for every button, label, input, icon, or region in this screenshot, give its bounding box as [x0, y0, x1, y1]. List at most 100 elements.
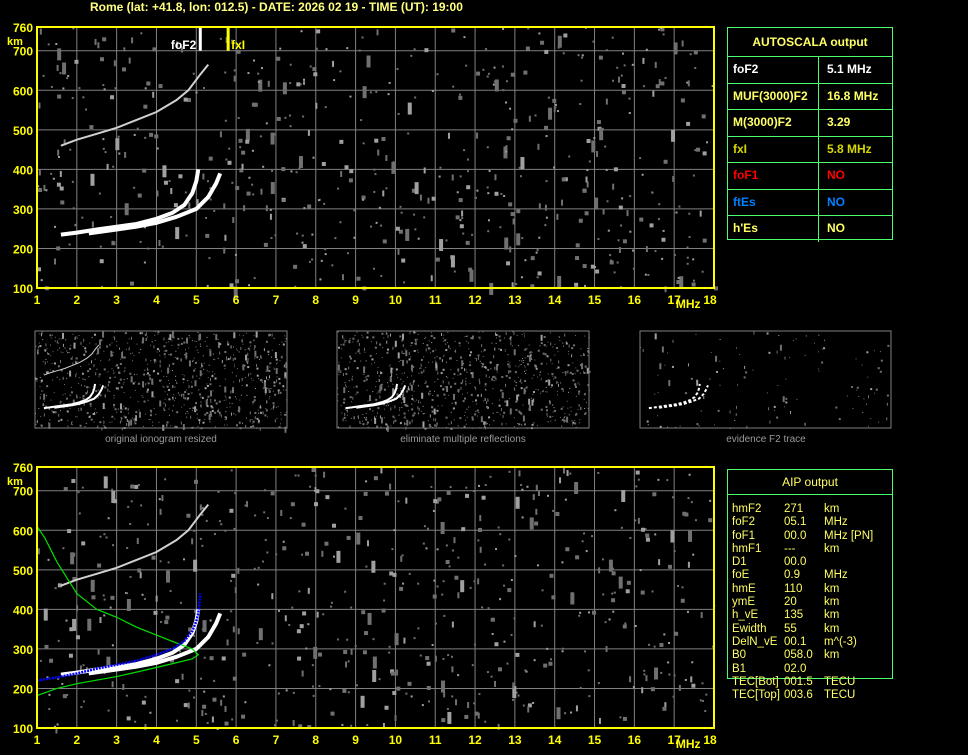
noise-dot — [561, 418, 564, 421]
noise-dot — [209, 198, 212, 201]
noise-dot — [226, 359, 228, 361]
noise-dot — [47, 558, 50, 561]
noise-dot — [62, 377, 64, 379]
noise-dot — [383, 388, 386, 391]
noise-dot — [183, 558, 186, 561]
noise-dot — [699, 699, 702, 702]
noise-dot — [459, 417, 462, 420]
noise-dot — [499, 598, 502, 601]
noise-dot — [262, 412, 264, 414]
noise-dot — [856, 389, 858, 391]
autoscala-value: 3.29 — [827, 115, 851, 129]
noise-dot — [411, 397, 414, 400]
noise-dot — [494, 366, 496, 370]
noise-dot — [196, 349, 198, 351]
noise-dot — [259, 427, 261, 431]
noise-dot — [406, 404, 409, 407]
noise-dot — [110, 216, 113, 219]
noise-dot — [134, 484, 139, 489]
noise-dot — [268, 333, 271, 336]
noise-dot — [38, 187, 43, 192]
noise-dot — [417, 237, 420, 240]
noise-dot — [271, 333, 273, 337]
noise-dot — [145, 332, 147, 334]
noise-dot — [227, 343, 230, 346]
noise-dot — [528, 115, 531, 122]
noise-dot — [484, 483, 487, 486]
noise-dot — [48, 708, 51, 711]
noise-dot — [275, 719, 278, 722]
noise-dot — [401, 258, 406, 263]
noise-dot — [205, 519, 208, 522]
noise-dot — [389, 571, 394, 576]
noise-dot — [276, 116, 281, 121]
noise-dot — [342, 335, 344, 339]
noise-dot — [285, 362, 288, 369]
noise-dot — [265, 205, 268, 212]
noise-dot — [773, 405, 776, 408]
noise-dot — [443, 354, 445, 356]
noise-dot — [331, 60, 334, 67]
autoscala-value: NO — [827, 168, 845, 182]
noise-dot — [177, 392, 179, 394]
noise-dot — [259, 405, 261, 409]
noise-dot — [675, 211, 678, 214]
noise-dot — [365, 480, 368, 483]
noise-dot — [268, 375, 270, 379]
noise-dot — [228, 396, 231, 399]
noise-dot — [82, 395, 85, 398]
noise-dot — [434, 381, 436, 383]
noise-dot — [551, 595, 556, 600]
noise-dot — [302, 611, 307, 616]
noise-dot — [257, 409, 259, 411]
noise-dot — [199, 537, 202, 540]
noise-dot — [223, 364, 226, 367]
noise-dot — [573, 344, 576, 347]
noise-dot — [753, 331, 755, 335]
noise-dot — [568, 155, 571, 158]
noise-dot — [111, 644, 114, 647]
noise-dot — [126, 599, 131, 612]
noise-dot — [52, 177, 55, 180]
noise-dot — [383, 582, 386, 585]
noise-dot — [167, 379, 169, 381]
noise-dot — [123, 370, 125, 372]
noise-dot — [228, 147, 231, 150]
noise-dot — [137, 193, 142, 198]
noise-dot — [517, 376, 519, 378]
noise-dot — [121, 408, 123, 410]
noise-dot — [236, 349, 238, 351]
noise-dot — [657, 218, 660, 221]
noise-dot — [169, 589, 172, 592]
noise-dot — [209, 383, 212, 386]
noise-dot — [561, 177, 566, 182]
noise-dot — [515, 283, 518, 286]
noise-dot — [429, 348, 431, 350]
noise-dot — [480, 416, 483, 423]
noise-dot — [521, 382, 523, 384]
noise-dot — [372, 669, 377, 682]
noise-dot — [59, 72, 62, 75]
noise-dot — [57, 583, 62, 588]
noise-dot — [175, 679, 180, 684]
noise-dot — [145, 413, 147, 415]
noise-dot — [537, 490, 540, 497]
noise-dot — [37, 351, 39, 355]
noise-dot — [494, 347, 496, 351]
noise-dot — [496, 371, 498, 373]
noise-dot — [879, 351, 881, 353]
noise-dot — [373, 476, 378, 481]
noise-dot — [233, 286, 238, 299]
noise-dot — [103, 425, 105, 427]
noise-dot — [437, 378, 439, 380]
noise-dot — [450, 385, 453, 388]
noise-dot — [210, 405, 213, 408]
noise-dot — [584, 335, 586, 337]
noise-dot — [266, 365, 269, 372]
x-tick-label: 16 — [628, 733, 642, 747]
x-tick-label: 10 — [389, 293, 403, 307]
noise-dot — [444, 386, 446, 388]
noise-dot — [182, 373, 184, 375]
noise-dot — [280, 356, 282, 358]
noise-dot — [634, 519, 637, 522]
